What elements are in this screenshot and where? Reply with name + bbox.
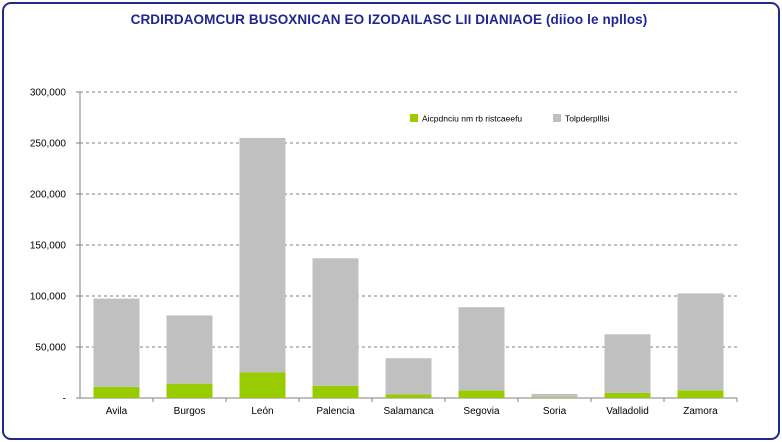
legend-label: Aicpdnciu nm rb ristcaeefu	[422, 114, 522, 124]
bar-segment-series-2	[677, 293, 724, 391]
x-tick-label: Zamora	[683, 406, 718, 417]
bar-segment-series-2	[93, 298, 140, 387]
x-tick-label: Burgos	[174, 406, 206, 417]
bar-segment-series-2	[239, 137, 286, 373]
y-tick-label: 150,000	[30, 241, 67, 252]
y-tick-label: 100,000	[30, 292, 67, 303]
y-tick-label: 300,000	[30, 88, 67, 99]
bar-segment-series-2	[166, 315, 213, 384]
x-tick-label: León	[251, 406, 273, 417]
legend-swatch	[410, 114, 418, 122]
x-tick-label: Avila	[106, 406, 128, 417]
bar-segment-series-2	[458, 307, 505, 391]
bar-segment-series-1	[166, 383, 213, 398]
x-tick-label: Segovia	[463, 406, 500, 417]
x-tick-label: Soria	[543, 406, 567, 417]
bar-segment-series-2	[604, 334, 651, 393]
legend-label: Tolpderplllsi	[565, 114, 610, 124]
x-tick-label: Valladolid	[606, 406, 649, 417]
legend-swatch	[553, 114, 561, 122]
y-tick-label: 200,000	[30, 190, 67, 201]
y-tick-label: 250,000	[30, 139, 67, 150]
bar-segment-series-1	[239, 372, 286, 398]
bar-segment-series-1	[93, 386, 140, 398]
bar-segment-series-1	[604, 392, 651, 398]
bar-segment-series-1	[677, 390, 724, 398]
bar-segment-series-2	[385, 358, 432, 395]
bar-segment-series-1	[385, 394, 432, 398]
bar-segment-series-2	[531, 393, 578, 398]
x-tick-label: Palencia	[316, 406, 355, 417]
bar-segment-series-1	[312, 385, 359, 398]
x-tick-label: Salamanca	[383, 406, 433, 417]
bar-segment-series-2	[312, 258, 359, 386]
chart-title: CRDIRDAOMCUR BUSOXNICAN EO IZODAILASC LI…	[130, 12, 648, 27]
y-tick-label: -	[63, 394, 66, 405]
y-tick-label: 50,000	[35, 343, 66, 354]
bar-segment-series-1	[531, 397, 578, 398]
bar-segment-series-1	[458, 390, 505, 398]
